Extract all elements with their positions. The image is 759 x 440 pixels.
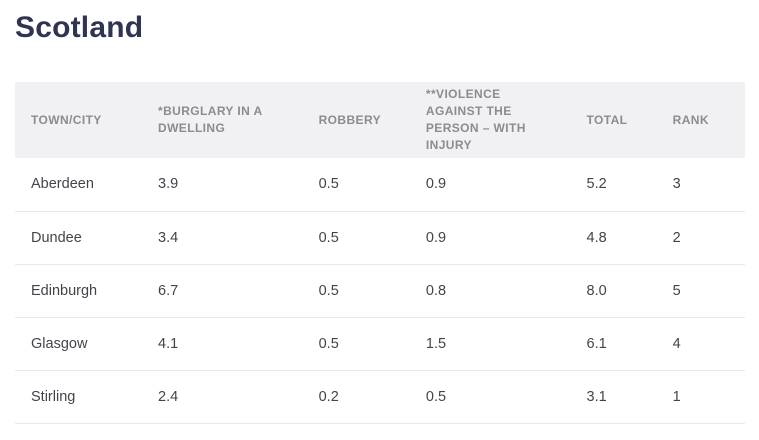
table-row: Edinburgh 6.7 0.5 0.8 8.0 5 [15, 264, 745, 318]
table-row: Aberdeen 3.9 0.5 0.9 5.2 3 [15, 158, 745, 212]
table-body: Aberdeen 3.9 0.5 0.9 5.2 3 Dundee 3.4 0.5 0.9 4.8 2… [15, 158, 745, 424]
crime-stats-table-container: TOWN/CITY *BURGLARY IN A DWELLING ROBBERY *… [15, 82, 745, 424]
column-header-town: TOWN/CITY [15, 82, 142, 158]
table-cell-burglary: 4.1 [142, 317, 303, 371]
table-cell-total: 5.2 [570, 158, 657, 212]
table-cell-robbery: 0.5 [302, 317, 410, 371]
table-cell-robbery: 0.5 [302, 158, 410, 212]
column-header-violence: **VIOLENCE AGAINST THE PERSON – WITH INJ… [410, 82, 571, 158]
table-cell-rank: 5 [656, 264, 745, 318]
table-cell-robbery: 0.2 [302, 370, 410, 424]
column-header-total: TOTAL [571, 82, 657, 158]
table-cell-town: Dundee [15, 211, 143, 265]
table-cell-robbery: 0.5 [302, 211, 410, 265]
page-title: Scotland [15, 11, 144, 44]
table-cell-burglary: 3.9 [142, 158, 303, 212]
column-header-label: TOWN/CITY [31, 112, 102, 127]
column-header-robbery: ROBBERY [303, 82, 410, 158]
table-cell-rank: 1 [656, 370, 745, 424]
table-cell-town: Edinburgh [15, 264, 143, 318]
table-cell-rank: 3 [656, 158, 745, 212]
table-header: TOWN/CITY *BURGLARY IN A DWELLING ROBBERY *… [15, 82, 745, 158]
crime-stats-table: TOWN/CITY *BURGLARY IN A DWELLING ROBBERY *… [15, 82, 745, 424]
table-cell-town: Aberdeen [15, 158, 143, 212]
table-cell-violence: 0.9 [409, 158, 571, 212]
column-header-label: RANK [672, 112, 709, 127]
table-cell-rank: 4 [656, 317, 745, 371]
table-cell-total: 8.0 [570, 264, 657, 318]
table-row: Glasgow 4.1 0.5 1.5 6.1 4 [15, 317, 745, 371]
table-cell-total: 4.8 [570, 211, 657, 265]
column-header-label: ROBBERY [318, 112, 381, 127]
column-header-label: *BURGLARY IN A DWELLING [158, 104, 263, 135]
table-cell-violence: 0.5 [409, 370, 571, 424]
table-header-row: TOWN/CITY *BURGLARY IN A DWELLING ROBBERY *… [15, 82, 745, 158]
table-row: Dundee 3.4 0.5 0.9 4.8 2 [15, 211, 745, 265]
column-header-rank: RANK [657, 82, 745, 158]
table-cell-town: Stirling [15, 370, 143, 424]
table-cell-burglary: 6.7 [142, 264, 303, 318]
column-header-label: **VIOLENCE AGAINST THE PERSON – WITH INJ… [425, 87, 526, 152]
table-cell-total: 6.1 [570, 317, 657, 371]
table-cell-violence: 0.8 [409, 264, 571, 318]
table-cell-violence: 0.9 [409, 211, 571, 265]
table-cell-burglary: 3.4 [142, 211, 303, 265]
column-header-label: TOTAL [586, 112, 628, 127]
column-header-burglary: *BURGLARY IN A DWELLING [142, 82, 303, 158]
table-cell-rank: 2 [656, 211, 745, 265]
table-cell-total: 3.1 [570, 370, 657, 424]
table-cell-violence: 1.5 [409, 317, 571, 371]
table-row: Stirling 2.4 0.2 0.5 3.1 1 [15, 370, 745, 424]
table-cell-burglary: 2.4 [142, 370, 303, 424]
table-cell-town: Glasgow [15, 317, 143, 371]
table-cell-robbery: 0.5 [302, 264, 410, 318]
